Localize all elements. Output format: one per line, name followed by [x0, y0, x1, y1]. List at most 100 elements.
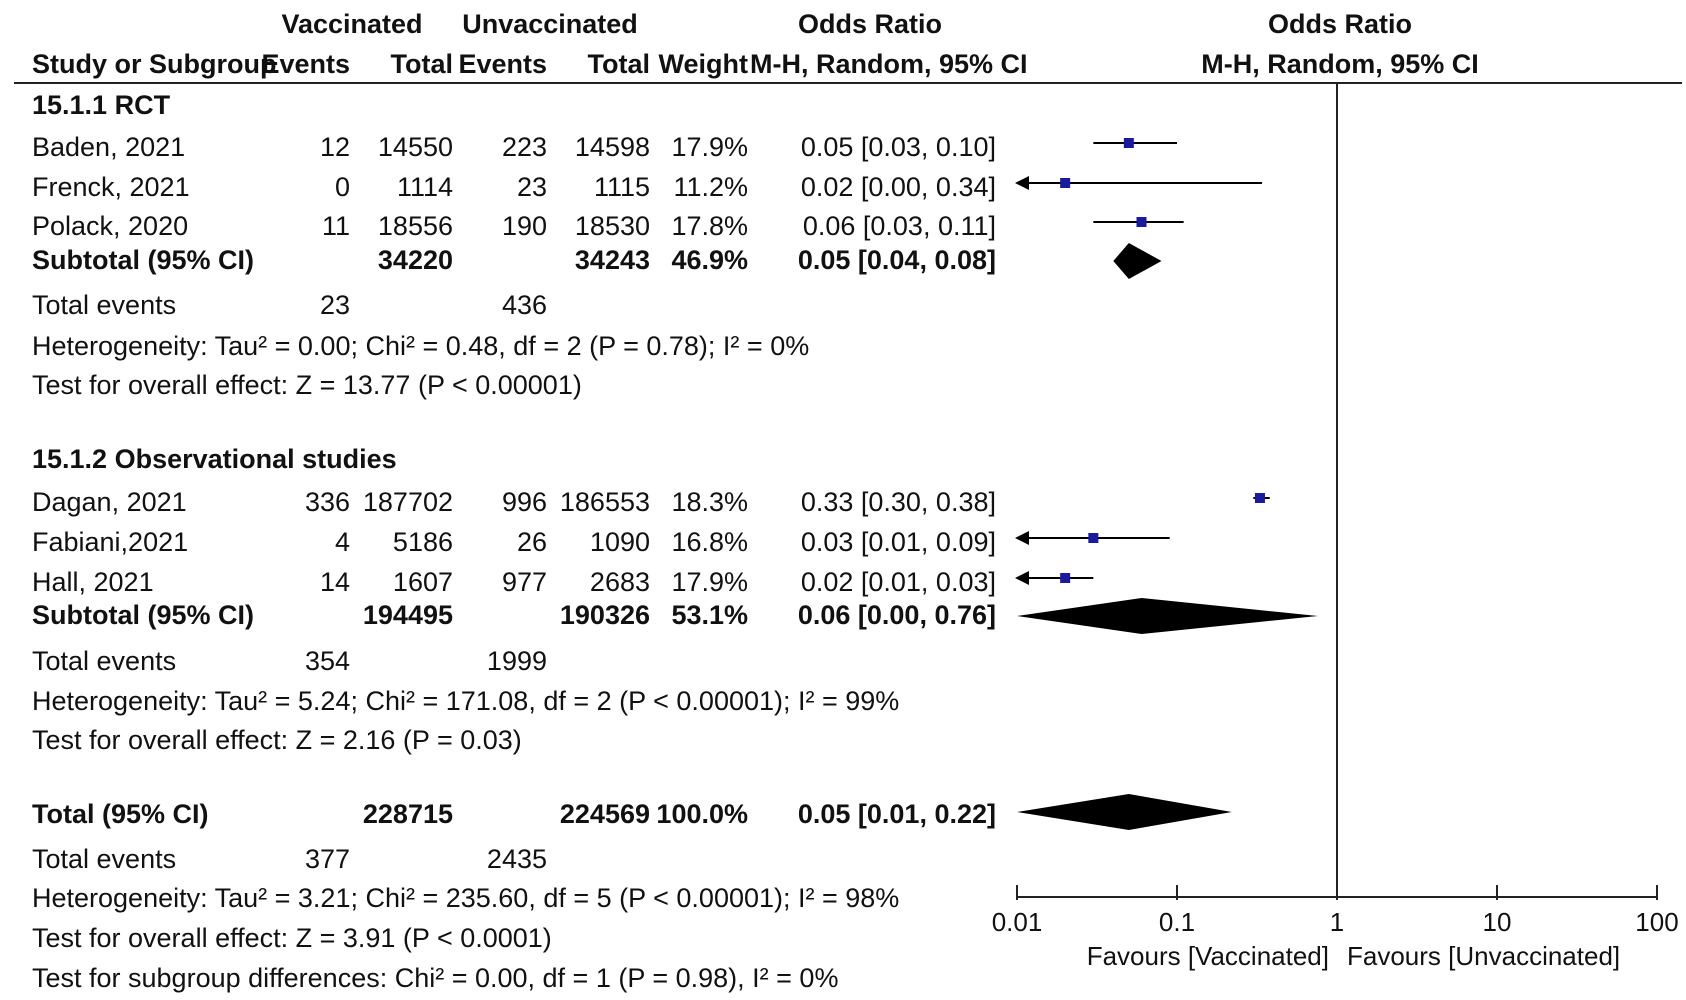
col-study-header: Study or Subgroup	[32, 49, 277, 79]
group2-header: Unvaccinated	[462, 9, 638, 39]
total-events-label: Total events	[32, 646, 177, 676]
g2-events: 26	[516, 527, 547, 557]
odds-ratio-ci: 0.02 [0.01, 0.03]	[800, 567, 996, 597]
subtotal-g2-total: 190326	[559, 600, 650, 630]
col-method-header: M-H, Random, 95% CI	[750, 49, 1028, 79]
study-name: Dagan, 2021	[32, 487, 187, 517]
study-marker	[1060, 178, 1071, 188]
total-events-g1: 354	[304, 646, 350, 676]
g2-events: 223	[501, 132, 547, 162]
g1-total: 18556	[377, 211, 453, 241]
heterogeneity-text: Heterogeneity: Tau² = 5.24; Chi² = 171.0…	[32, 686, 900, 716]
subgroup-title: 15.1.2 Observational studies	[32, 444, 397, 474]
g1-total: 5186	[392, 527, 453, 557]
col-g2-events-header: Events	[458, 49, 547, 79]
total-label: Total (95% CI)	[32, 799, 209, 829]
favours-right-label: Favours [Unvaccinated]	[1347, 941, 1620, 971]
x-tick-label: 0.1	[1159, 907, 1195, 937]
weight: 17.8%	[671, 211, 748, 241]
weight: 11.2%	[673, 172, 748, 202]
g2-total: 18530	[574, 211, 650, 241]
overall-effect-text: Test for overall effect: Z = 13.77 (P < …	[32, 370, 582, 400]
total-ci: 0.05 [0.01, 0.22]	[797, 799, 996, 829]
subtotal-g1-total: 34220	[377, 245, 453, 275]
study-marker	[1254, 493, 1265, 503]
study-marker	[1123, 138, 1134, 148]
or-column-title: Odds Ratio	[797, 9, 942, 39]
study-marker	[1088, 533, 1099, 543]
g2-events: 977	[501, 567, 547, 597]
odds-ratio-ci: 0.33 [0.30, 0.38]	[800, 487, 996, 517]
col-weight-header: Weight	[658, 49, 749, 79]
odds-ratio-ci: 0.02 [0.00, 0.34]	[800, 172, 996, 202]
ci-arrow	[1015, 176, 1029, 190]
total-weight: 100.0%	[656, 799, 748, 829]
study-name: Fabiani,2021	[32, 527, 189, 557]
subtotal-label: Subtotal (95% CI)	[32, 245, 255, 275]
g1-events: 336	[304, 487, 350, 517]
g2-events: 23	[516, 172, 547, 202]
x-tick-label: 100	[1635, 907, 1678, 937]
total-events-g1: 23	[319, 290, 350, 320]
subtotal-ci: 0.05 [0.04, 0.08]	[797, 245, 996, 275]
g2-total: 2683	[589, 567, 650, 597]
ci-arrow	[1015, 571, 1029, 585]
g1-events: 11	[321, 211, 350, 241]
col-g2-total-header: Total	[587, 49, 651, 79]
g1-total: 14550	[377, 132, 453, 162]
subtotal-label: Subtotal (95% CI)	[32, 600, 255, 630]
g1-events: 14	[319, 567, 350, 597]
g2-total: 14598	[574, 132, 650, 162]
g1-total: 1607	[392, 567, 453, 597]
total-events-label: Total events	[32, 290, 177, 320]
g1-events: 4	[334, 527, 350, 557]
total-events-g2: 2435	[486, 844, 547, 874]
col-g1-events-header: Events	[261, 49, 350, 79]
subtotal-g2-total: 34243	[574, 245, 650, 275]
odds-ratio-ci: 0.03 [0.01, 0.09]	[800, 527, 996, 557]
g2-total: 1090	[589, 527, 650, 557]
subtotal-weight: 46.9%	[671, 245, 748, 275]
study-marker	[1060, 573, 1071, 583]
subtotal-weight: 53.1%	[671, 600, 748, 630]
g2-total: 1115	[593, 172, 650, 202]
subtotal-g1-total: 194495	[362, 600, 453, 630]
overall-effect-text: Test for overall effect: Z = 2.16 (P = 0…	[32, 725, 522, 755]
group1-header: Vaccinated	[281, 9, 423, 39]
g2-events: 190	[501, 211, 547, 241]
study-name: Frenck, 2021	[32, 172, 190, 202]
heterogeneity-text: Heterogeneity: Tau² = 3.21; Chi² = 235.6…	[32, 883, 900, 913]
x-tick-label: 1	[1330, 907, 1344, 937]
plot-title: Odds Ratio	[1267, 9, 1412, 39]
weight: 17.9%	[671, 132, 748, 162]
pooled-diamond	[1017, 598, 1318, 634]
pooled-diamond	[1017, 794, 1232, 830]
study-name: Hall, 2021	[32, 567, 154, 597]
weight: 16.8%	[671, 527, 748, 557]
total-g1-total: 228715	[362, 799, 453, 829]
weight: 17.9%	[671, 567, 748, 597]
g1-total: 187702	[362, 487, 453, 517]
g2-total: 186553	[559, 487, 650, 517]
study-marker	[1136, 217, 1147, 227]
total-events-g2: 1999	[486, 646, 547, 676]
header-rule	[14, 82, 1682, 84]
odds-ratio-ci: 0.05 [0.03, 0.10]	[800, 132, 996, 162]
subtotal-ci: 0.06 [0.00, 0.76]	[797, 600, 996, 630]
g1-events: 12	[319, 132, 350, 162]
pooled-diamond	[1113, 243, 1162, 279]
plot-method-header: M-H, Random, 95% CI	[1201, 49, 1479, 79]
subgroup-title: 15.1.1 RCT	[32, 90, 171, 120]
x-tick-label: 0.01	[992, 907, 1043, 937]
study-name: Baden, 2021	[32, 132, 186, 162]
total-events-label: Total events	[32, 844, 177, 874]
total-g2-total: 224569	[559, 799, 650, 829]
ci-arrow	[1015, 531, 1029, 545]
g1-events: 0	[334, 172, 350, 202]
total-events-g2: 436	[501, 290, 547, 320]
total-events-g1: 377	[304, 844, 350, 874]
heterogeneity-text: Heterogeneity: Tau² = 0.00; Chi² = 0.48,…	[32, 331, 810, 361]
overall-effect-text: Test for overall effect: Z = 3.91 (P < 0…	[32, 923, 552, 953]
g1-total: 1114	[396, 172, 453, 202]
